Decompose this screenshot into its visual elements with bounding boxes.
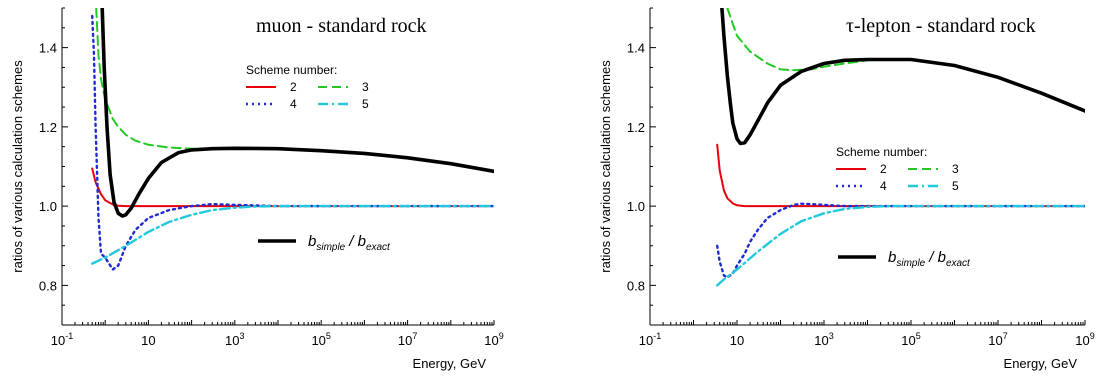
x-tick-exponent: 9 xyxy=(499,331,504,341)
annot-b: b xyxy=(308,233,316,250)
y-tick-label: 1.0 xyxy=(39,199,57,214)
x-tick-label: 10 xyxy=(141,333,155,348)
legend-label: 3 xyxy=(952,162,959,176)
legend-label: 5 xyxy=(362,97,369,111)
black-curve-legend: bsimple / bexact xyxy=(258,233,391,253)
annot-sub-exact: exact xyxy=(946,258,971,269)
x-tick-label: 103 xyxy=(225,331,244,348)
legend-label: 4 xyxy=(880,179,887,193)
x-tick-label: 10-1 xyxy=(51,331,73,348)
legend-label: 2 xyxy=(290,80,297,94)
series-group xyxy=(716,8,1085,287)
series-group xyxy=(90,8,494,271)
x-tick-base: 10 xyxy=(730,333,744,348)
x-tick-label: 107 xyxy=(988,331,1007,348)
chart-title: muon - standard rock xyxy=(256,15,427,37)
x-tick-label: 109 xyxy=(1075,331,1094,348)
series-line-bsimple-over-bexact xyxy=(720,8,1085,146)
annot-b: b xyxy=(888,249,896,266)
x-tick-label: 105 xyxy=(311,331,330,348)
x-tick-base: 10 xyxy=(141,333,155,348)
y-tick-label: 1.2 xyxy=(39,120,57,135)
legend-label: 2 xyxy=(880,162,887,176)
legend-label: 5 xyxy=(952,179,959,193)
y-tick-label: 1.4 xyxy=(627,41,645,56)
annot-sub-exact: exact xyxy=(366,242,391,253)
series-line-scheme-4 xyxy=(716,202,1085,279)
x-tick-base: 10 xyxy=(51,333,65,348)
x-tick-exponent: 5 xyxy=(916,331,921,341)
x-tick-exponent: 7 xyxy=(412,331,417,341)
x-tick-base: 10 xyxy=(225,333,239,348)
y-tick-label: 1.2 xyxy=(627,120,645,135)
legend-label: 4 xyxy=(290,97,297,111)
annot-sep: / b xyxy=(928,249,946,266)
legend-title: Scheme number: xyxy=(246,63,337,77)
x-tick-base: 10 xyxy=(398,333,412,348)
legend: Scheme number: 2 3 4 5 xyxy=(246,63,369,111)
y-axis-label: ratios of various calculation schemes xyxy=(598,60,613,273)
series-line-scheme-3 xyxy=(95,8,214,150)
y-axis-label: ratios of various calculation schemes xyxy=(10,60,25,273)
y-tick-label: 0.8 xyxy=(39,278,57,293)
legend-label-bsimple-over-bexact: bsimple / bexact xyxy=(888,249,971,269)
x-tick-exponent: 7 xyxy=(1003,331,1008,341)
x-tick-exponent: 9 xyxy=(1090,331,1095,341)
x-tick-exponent: 3 xyxy=(829,331,834,341)
x-axis-label: Energy, GeV xyxy=(1004,356,1078,371)
x-tick-base: 10 xyxy=(311,333,325,348)
y-tick-label: 1.0 xyxy=(627,199,645,214)
legend-label-bsimple-over-bexact: bsimple / bexact xyxy=(308,233,391,253)
chart-title: τ-lepton - standard rock xyxy=(846,15,1036,37)
x-tick-label: 107 xyxy=(398,331,417,348)
x-tick-label: 103 xyxy=(814,331,833,348)
series-line-scheme-2 xyxy=(716,143,1085,208)
x-tick-exponent: -1 xyxy=(653,331,661,341)
x-tick-label: 10-1 xyxy=(639,331,661,348)
x-tick-exponent: 5 xyxy=(326,331,331,341)
x-tick-base: 10 xyxy=(988,333,1002,348)
x-tick-label: 105 xyxy=(901,331,920,348)
series-line-bsimple-over-bexact xyxy=(100,8,494,218)
legend: Scheme number: 2 3 4 5 xyxy=(836,145,959,193)
x-tick-base: 10 xyxy=(484,333,498,348)
y-tick-label: 0.8 xyxy=(627,278,645,293)
series-line-scheme-4 xyxy=(90,14,494,271)
x-tick-label: 10 xyxy=(730,333,744,348)
black-curve-legend: bsimple / bexact xyxy=(838,249,971,269)
x-tick-base: 10 xyxy=(1075,333,1089,348)
annot-sub-simple: simple xyxy=(896,258,925,269)
x-tick-base: 10 xyxy=(814,333,828,348)
annot-sep: / b xyxy=(348,233,366,250)
legend-label: 3 xyxy=(362,80,369,94)
series-line-scheme-5 xyxy=(716,204,1085,287)
x-tick-label: 109 xyxy=(484,331,503,348)
x-tick-exponent: -1 xyxy=(65,331,73,341)
x-axis-label: Energy, GeV xyxy=(413,356,487,371)
series-line-scheme-5 xyxy=(90,204,494,265)
x-tick-base: 10 xyxy=(901,333,915,348)
annot-sub-simple: simple xyxy=(316,242,345,253)
legend-title: Scheme number: xyxy=(836,145,927,159)
y-tick-label: 1.4 xyxy=(39,41,57,56)
x-tick-base: 10 xyxy=(639,333,653,348)
x-tick-exponent: 3 xyxy=(240,331,245,341)
